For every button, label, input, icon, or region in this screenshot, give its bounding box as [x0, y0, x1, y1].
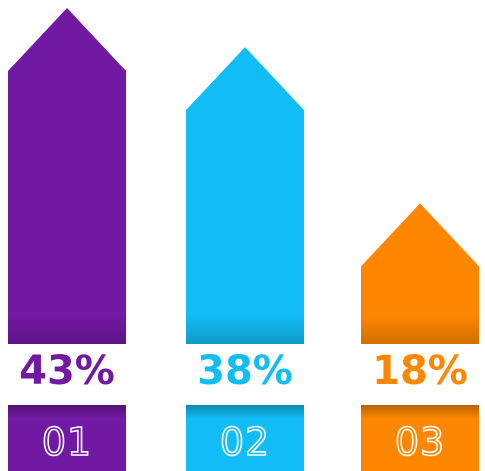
value-label-01: 43%	[19, 348, 115, 394]
bar-03	[361, 203, 479, 344]
category-label-01: 01	[42, 420, 92, 464]
bar-foot-shade-03	[361, 405, 479, 419]
bar-shade-03	[361, 314, 479, 344]
bar-foot-shade-01	[8, 405, 126, 419]
value-label-03: 18%	[372, 348, 468, 394]
bar-shade-02	[186, 314, 304, 344]
bar-02	[186, 47, 304, 345]
category-label-03: 03	[395, 420, 445, 464]
value-labels: 43% 38% 18%	[19, 348, 468, 394]
category-labels: 01 02 03	[41, 419, 445, 465]
bar-shade-01	[8, 314, 126, 344]
bars	[8, 8, 479, 471]
category-label-02: 02	[220, 420, 270, 464]
bar-foot-shade-02	[186, 405, 304, 419]
value-label-02: 38%	[197, 348, 293, 394]
bar-01	[8, 8, 126, 344]
